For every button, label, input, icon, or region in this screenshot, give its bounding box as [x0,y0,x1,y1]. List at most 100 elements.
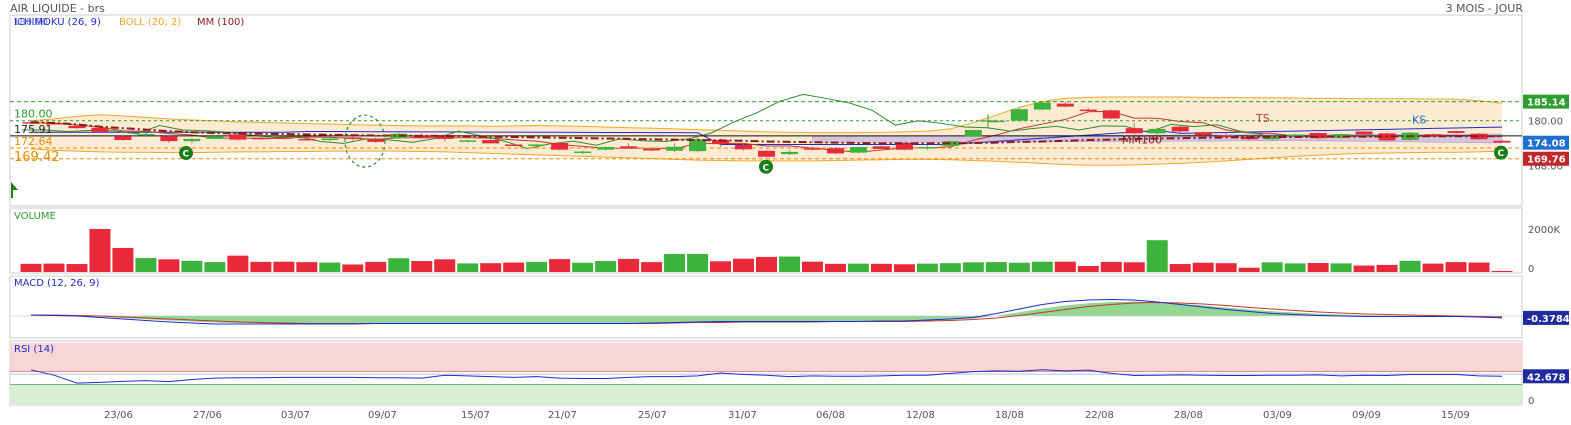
volume-bar [549,259,571,272]
c-signal-label-0: C [183,150,190,160]
candle-body [597,147,615,150]
rsi-marker-text: 42.678 [1527,372,1566,383]
volume-bar [641,262,663,272]
mm100-legend[interactable]: MM (100) [197,17,245,28]
price-tick-1: 168.00 [1528,161,1563,172]
volume-bar [756,256,777,272]
c-signal-marker [179,146,193,161]
c-signal-marker [1494,145,1508,160]
entry-arrow-icon [11,182,18,198]
panel-frame-1 [9,207,1523,274]
candle-body [206,136,224,139]
candle-body [1217,135,1235,138]
candle-body [666,146,684,151]
volume-bar [135,258,157,272]
candle-body [459,140,477,142]
volume-bar [985,262,1007,272]
volume-bar [89,229,111,272]
candle-body [895,142,913,150]
left-level-3: 169.42 [14,150,60,165]
volume-bar [365,261,387,272]
ks-annotation: KS [1412,114,1426,127]
candle-body [137,134,155,136]
candle-body [321,138,339,141]
x-axis-label-4: 15/07 [461,410,490,421]
volume-bar [158,259,180,272]
volume-bar [1031,261,1053,272]
volume-bar [1445,262,1467,272]
volume-bar [778,256,800,272]
right-price-marker-2 [1523,151,1569,166]
candle-body [160,136,178,142]
candle-body [872,146,890,149]
volume-bar [66,264,88,272]
volume-bar [227,255,249,272]
c-signal-label-2: C [1498,149,1505,159]
volume-bar [342,264,364,272]
candle-body [367,139,385,142]
volume-bar [1261,262,1283,272]
volume-bar [939,263,961,272]
candle-body [918,147,936,149]
period-selector[interactable]: 3 MOIS - JOUR [1445,2,1523,15]
ts-annotation: TS [1255,112,1270,125]
volume-bar [1100,261,1122,272]
volume-bar [273,261,295,272]
macd-panel-label: MACD (12, 26, 9) [14,278,100,289]
volume-bar [1215,263,1237,272]
candle-body [1033,102,1051,110]
volume-bar [480,263,502,272]
candle-body [1194,132,1212,136]
mm100-annotation: MM100 [1122,133,1162,146]
macd-line [30,298,1503,325]
volume-tick-1: 0 [1528,264,1534,275]
volume-bar [181,260,203,272]
volume-bar [1284,263,1306,272]
candle-body [1125,128,1143,134]
volume-bar [434,259,456,272]
candle-body [229,134,247,140]
volume-bar [1468,262,1490,272]
volume-bar [388,258,410,272]
candle-body [1332,134,1350,138]
rsi-panel-label: RSI (14) [14,344,54,355]
bollinger-legend[interactable]: BOLL (20, 2) [119,17,182,28]
ichimoku-legend[interactable]: ICHIMOKU (26, 9) [14,17,101,28]
volume-bar [319,262,341,272]
x-axis-label-8: 06/08 [816,410,845,421]
volume-bar [1422,263,1444,272]
volume-bar [1146,240,1168,272]
volume-bar [43,263,65,272]
macd-marker-text: -0.3784 [1527,314,1570,325]
volume-bar [204,262,226,272]
volume-bar [20,263,42,272]
bollinger-upper-line [30,96,1503,134]
candle-body [735,144,753,150]
volume-bar [572,262,594,272]
candle-body [91,127,109,132]
candle-body [1056,103,1074,107]
macd-histogram [31,301,1502,324]
volume-bar [1376,264,1398,272]
volume-bar [962,262,984,272]
x-axis-label-12: 28/08 [1174,410,1203,421]
volume-bar [457,263,479,272]
volume-bar [411,261,433,272]
right-price-marker-1 [1523,135,1569,150]
candle-body [551,142,569,150]
left-level-1: 175.91 [14,123,53,136]
volume-bar [664,253,686,272]
volume-bar [296,262,318,272]
volume-panel-label: VOLUME [14,211,56,222]
candle-body [803,148,821,150]
right-price-marker-0 [1523,94,1569,109]
candle-body [689,139,707,152]
volume-bar [1192,262,1214,272]
volume-bar [526,261,548,272]
candle-body [1470,133,1488,140]
volume-bar [1054,261,1076,272]
candle-body [620,146,638,149]
volume-bar [250,261,272,272]
rsi-marker [1523,369,1569,384]
volume-bar [618,258,640,272]
